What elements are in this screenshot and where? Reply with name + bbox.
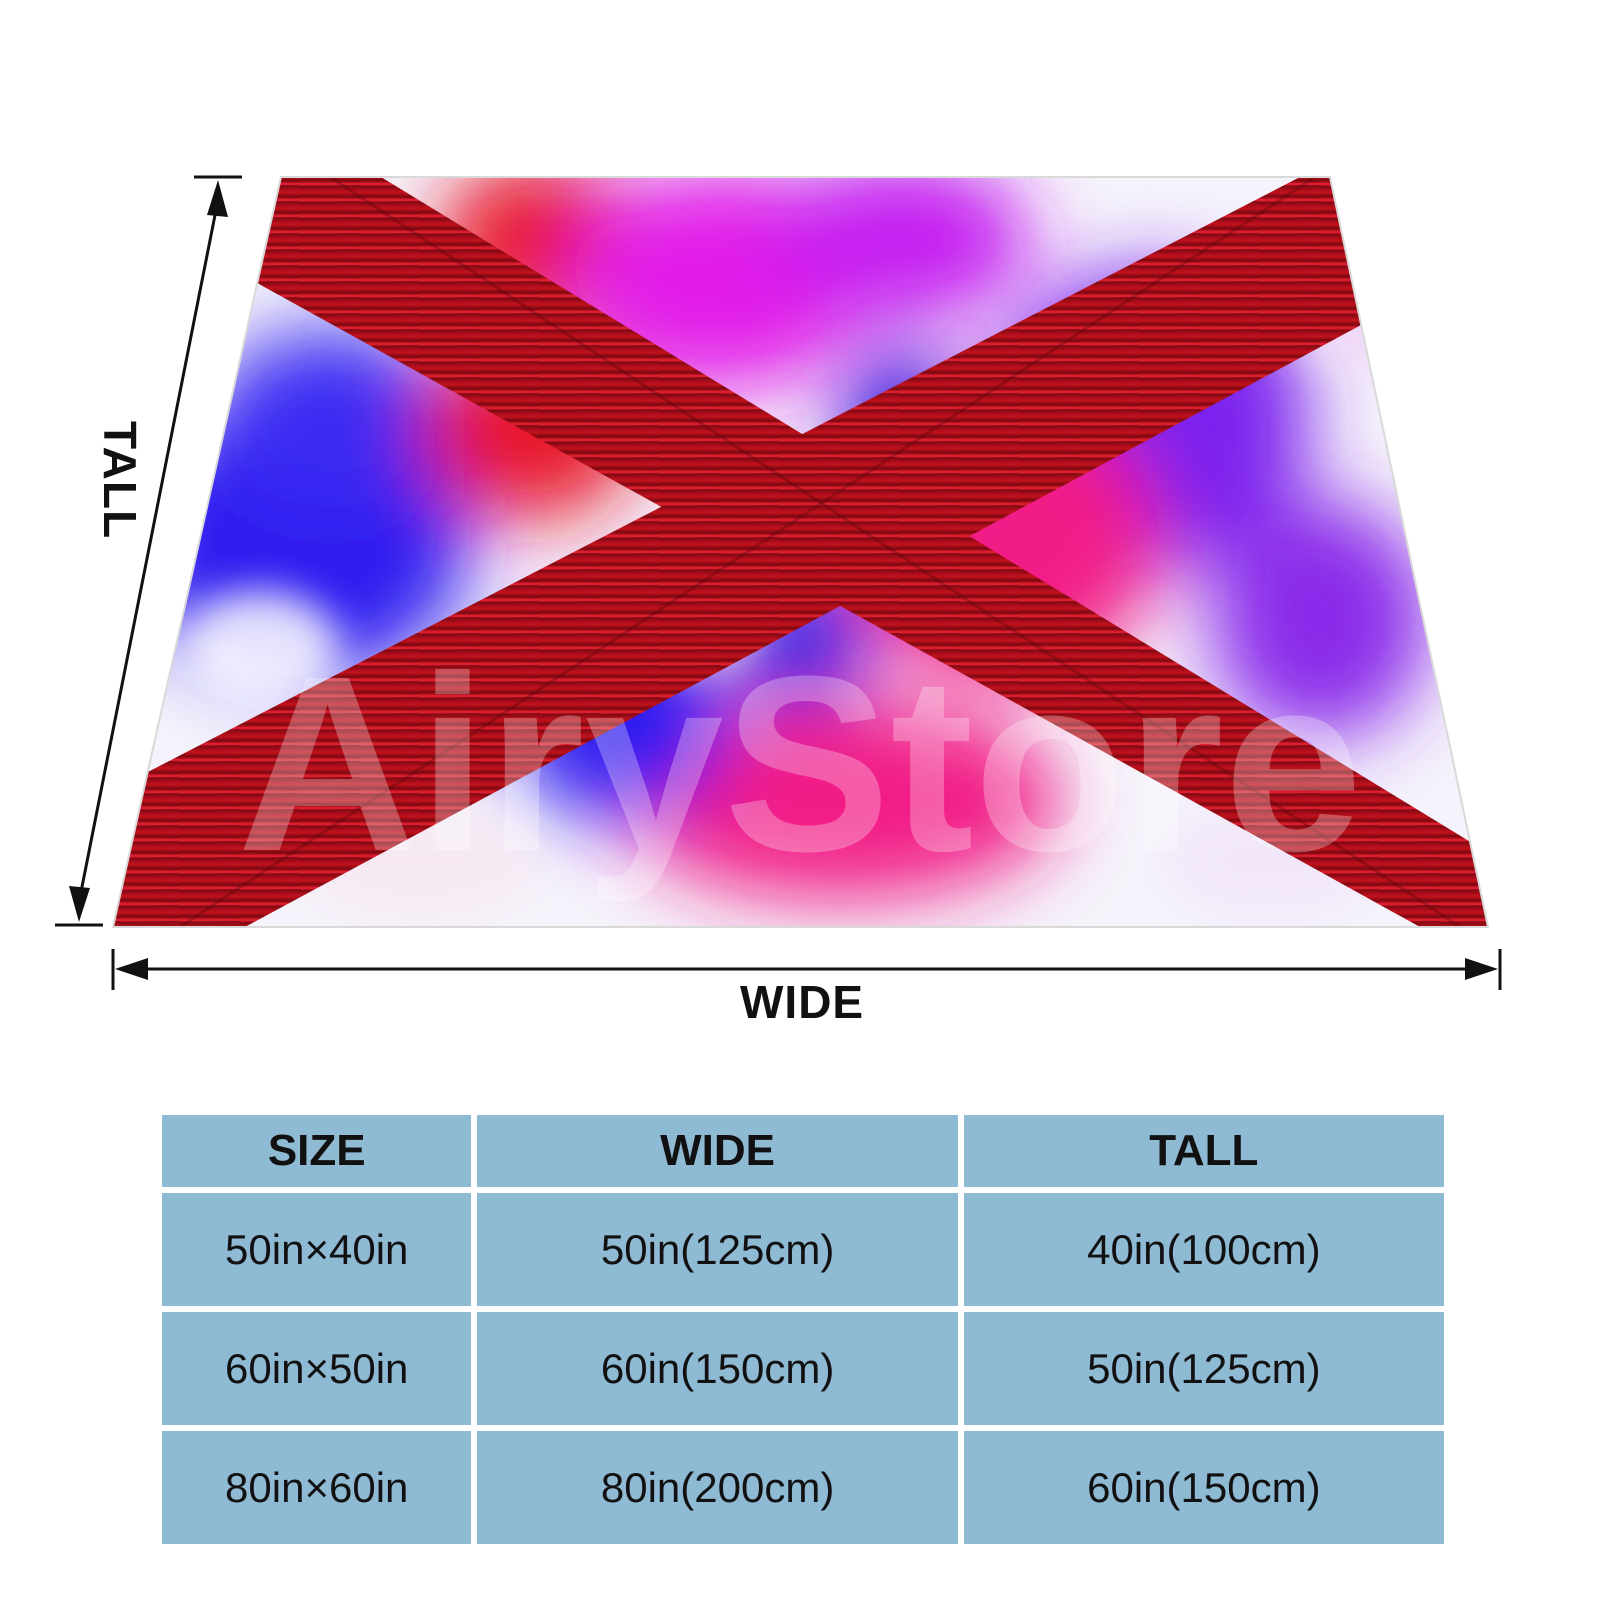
header-wide: WIDE: [477, 1115, 958, 1187]
size-cell: 80in×60in: [162, 1431, 472, 1544]
watermark: AiryStore: [237, 624, 1362, 903]
wide-dimension-arrow: [111, 949, 1502, 990]
wide-cell: 60in(150cm): [477, 1312, 958, 1425]
header-size: SIZE: [162, 1115, 472, 1187]
table-row: 60in×50in 60in(150cm) 50in(125cm): [162, 1312, 1444, 1425]
tall-dimension-arrow: [55, 175, 242, 927]
blanket: [113, 177, 1488, 927]
tall-cell: 50in(125cm): [963, 1312, 1444, 1425]
table-row: 50in×40in 50in(125cm) 40in(100cm): [162, 1193, 1444, 1306]
tall-label: TALL: [94, 420, 146, 540]
tall-cell: 40in(100cm): [963, 1193, 1444, 1306]
size-cell: 50in×40in: [162, 1193, 472, 1306]
wide-cell: 50in(125cm): [477, 1193, 958, 1306]
wide-cell: 80in(200cm): [477, 1431, 958, 1544]
wide-label: WIDE: [740, 976, 865, 1028]
table-row: 80in×60in 80in(200cm) 60in(150cm): [162, 1431, 1444, 1544]
size-table: SIZE WIDE TALL 50in×40in 50in(125cm) 40i…: [156, 1109, 1450, 1550]
size-table-header-row: SIZE WIDE TALL: [162, 1115, 1444, 1187]
tall-cell: 60in(150cm): [963, 1431, 1444, 1544]
header-tall: TALL: [963, 1115, 1444, 1187]
red-cross: [113, 177, 1488, 927]
size-cell: 60in×50in: [162, 1312, 472, 1425]
